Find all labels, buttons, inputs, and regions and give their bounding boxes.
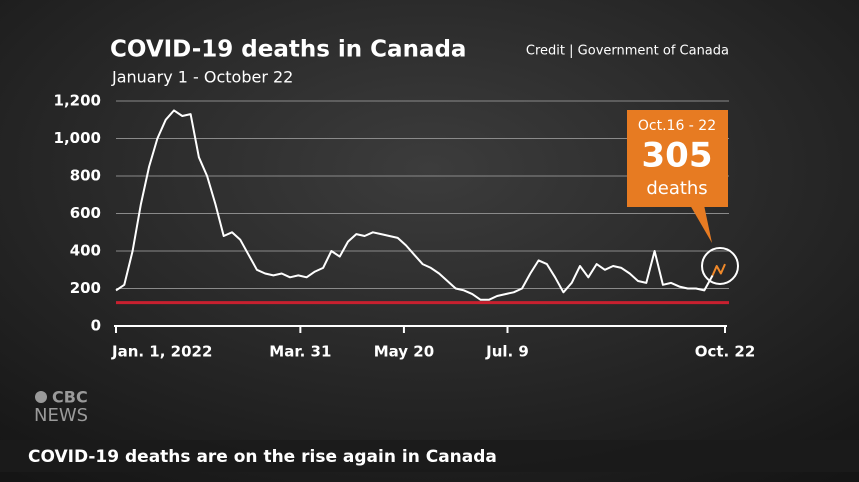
caption: COVID-19 deaths are on the rise again in…: [28, 447, 497, 467]
y-tick-label: 1,000: [54, 129, 101, 147]
y-tick-label: 800: [70, 167, 101, 185]
chart-subtitle: January 1 - October 22: [111, 68, 293, 87]
annotation-value: 305: [642, 136, 713, 176]
caption-bar: [0, 440, 859, 472]
logo-top: CBC: [52, 388, 88, 407]
x-tick-label: May 20: [374, 343, 434, 361]
x-tick-label: Jul. 9: [485, 343, 529, 361]
x-tick-label: Jan. 1, 2022: [111, 343, 212, 361]
logo-gem: [35, 391, 47, 403]
y-tick-label: 0: [91, 317, 101, 335]
series-line: [115, 109, 714, 301]
annotation-period: Oct.16 - 22: [638, 118, 716, 134]
x-tick-label: Oct. 22: [695, 343, 756, 361]
x-tick-label: Mar. 31: [269, 343, 331, 361]
highlight-circle: [701, 247, 739, 285]
y-tick-label: 400: [70, 242, 101, 260]
y-tick-label: 200: [70, 279, 101, 297]
logo: CBC NEWS: [34, 388, 88, 427]
annotation-box: [627, 110, 728, 207]
y-tick-label: 600: [70, 204, 101, 222]
annotation-pointer: [690, 205, 712, 243]
y-tick-label: 1,200: [54, 92, 101, 110]
plot-area: 0 200 400 600 800 1,000 1,200 Jan. 1, 2022 Mar. …: [54, 92, 756, 361]
annotation-unit: deaths: [646, 178, 707, 199]
chart-title: COVID-19 deaths in Canada: [110, 37, 466, 63]
credit: Credit | Government of Canada: [526, 44, 729, 59]
logo-bottom: NEWS: [34, 405, 88, 426]
series-line: [711, 263, 726, 276]
